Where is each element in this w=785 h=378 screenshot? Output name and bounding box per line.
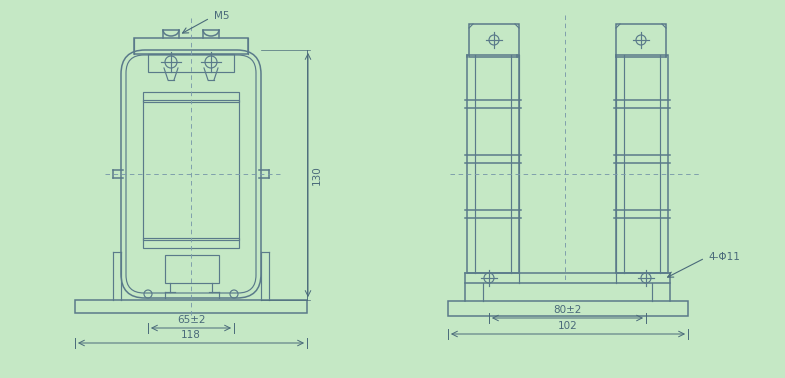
- Bar: [616, 55, 668, 273]
- Bar: [448, 301, 688, 316]
- Bar: [134, 38, 248, 54]
- Bar: [75, 300, 307, 313]
- Text: 102: 102: [558, 321, 578, 331]
- Bar: [165, 255, 219, 283]
- Text: 118: 118: [181, 330, 201, 340]
- Text: 65±2: 65±2: [177, 315, 205, 325]
- Text: 80±2: 80±2: [553, 305, 582, 315]
- Bar: [143, 238, 239, 248]
- Bar: [467, 55, 519, 273]
- Bar: [143, 92, 239, 102]
- Text: M5: M5: [214, 11, 229, 21]
- Bar: [143, 100, 239, 240]
- Text: 4-Φ11: 4-Φ11: [708, 252, 740, 262]
- Bar: [616, 24, 666, 57]
- Bar: [469, 24, 519, 57]
- Text: 130: 130: [312, 165, 322, 185]
- Bar: [148, 54, 234, 72]
